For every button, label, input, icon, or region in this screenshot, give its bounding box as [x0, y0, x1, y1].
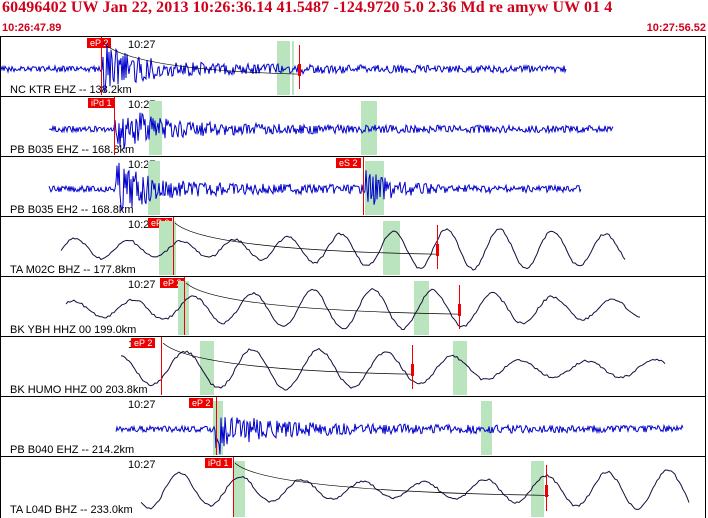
seismic-trace: [60, 222, 626, 271]
s-pick-handle[interactable]: [545, 484, 548, 497]
phase-pick-label[interactable]: iPd 1: [205, 458, 232, 468]
phase-pick-label[interactable]: eS 2: [336, 158, 361, 168]
seismic-trace: [1, 42, 567, 93]
predicted-curve: [174, 222, 438, 255]
predicted-curve: [162, 342, 413, 375]
trace-panel[interactable]: 10:27 eP 2 TA M02C BHZ -- 177.8km: [0, 216, 706, 276]
waveform-line: [115, 416, 684, 455]
waveform-line: [49, 112, 614, 150]
seismic-trace: [140, 462, 690, 511]
s-pick-handle[interactable]: [411, 364, 414, 376]
s-pick-handle[interactable]: [298, 64, 301, 76]
trace-label: TA L04D BHZ -- 233.0km: [10, 504, 133, 516]
pick-marker[interactable]: [114, 97, 115, 155]
time-end-label: 10:27:56.52: [646, 22, 706, 34]
time-tick-label: 10:27: [128, 279, 156, 291]
trace-label: TA M02C BHZ -- 177.8km: [10, 264, 136, 276]
trace-panel[interactable]: 10:27 eS 2 PB B035 EH2 -- 168.8km: [0, 156, 706, 216]
seismic-trace: [48, 162, 582, 211]
phase-window: [383, 221, 400, 275]
s-pick-handle[interactable]: [436, 244, 439, 256]
seismic-trace: [115, 416, 684, 455]
seismic-trace: [120, 342, 666, 391]
trace-label: BK YBH HHZ 00 199.0km: [10, 324, 137, 336]
phase-window: [159, 221, 176, 275]
time-tick-label: 10:27: [128, 399, 156, 411]
trace-panel[interactable]: 10:27 iPd 1 PB B035 EHZ -- 168.8km: [0, 96, 706, 156]
trace-panel[interactable]: 10:27 eP 2 BK HUMO HHZ 00 203.8km: [0, 336, 706, 396]
trace-panel[interactable]: 10:27 eP 2 PB B040 EHZ -- 214.2km: [0, 396, 706, 456]
predicted-curve: [185, 282, 462, 315]
phase-window: [233, 461, 245, 517]
phase-window: [213, 401, 223, 455]
phase-pick-label[interactable]: iPd 1: [88, 98, 115, 108]
phase-window: [414, 281, 429, 335]
trace-label: PB B035 EHZ -- 168.8km: [10, 144, 135, 156]
pick-marker[interactable]: [216, 397, 217, 455]
seismic-trace: [65, 282, 641, 330]
predicted-curve: [102, 42, 302, 75]
seismic-trace: [49, 112, 614, 150]
phase-pick-label[interactable]: eP 2: [189, 398, 214, 408]
phase-pick-label[interactable]: eP 2: [87, 38, 112, 48]
waveform-line: [48, 162, 582, 211]
s-pick-handle[interactable]: [458, 304, 461, 316]
waveform-line: [140, 469, 690, 511]
pick-marker[interactable]: [184, 277, 185, 335]
time-tick-label: 10:27: [128, 459, 156, 471]
event-title: 60496402 UW Jan 22, 2013 10:26:36.14 41.…: [2, 0, 613, 16]
trace-panel[interactable]: 10:27 eP 2 BK YBH HHZ 00 199.0km: [0, 276, 706, 336]
trace-label: PB B040 EHZ -- 214.2km: [10, 444, 135, 456]
phase-window: [277, 41, 290, 95]
seismogram-frame: 10:27 eP 2 NC KTR EHZ -- 138.2km 10:27 i…: [0, 36, 708, 518]
pick-marker[interactable]: [233, 457, 234, 517]
trace-label: BK HUMO HHZ 00 203.8km: [10, 384, 148, 396]
trace-label: PB B035 EH2 -- 168.8km: [10, 204, 134, 216]
phase-window: [531, 461, 544, 517]
phase-pick-label[interactable]: eP 2: [160, 278, 185, 288]
phase-pick-label[interactable]: eP 2: [131, 338, 156, 348]
time-tick-label: 10:27: [128, 99, 156, 111]
waveform-line: [65, 288, 641, 330]
phase-window: [481, 401, 492, 455]
time-start-label: 10:26:47.89: [2, 22, 62, 34]
pick-marker[interactable]: [363, 157, 364, 215]
phase-window: [361, 101, 377, 155]
phase-window: [200, 341, 214, 395]
pick-marker[interactable]: [173, 217, 174, 275]
phase-window: [453, 341, 467, 395]
trace-panel[interactable]: 10:27 iPd 1 TA L04D BHZ -- 233.0km: [0, 456, 706, 518]
predicted-curve: [234, 462, 550, 496]
waveform-line: [1, 43, 567, 93]
waveform-line: [60, 228, 626, 271]
pick-marker[interactable]: [101, 37, 102, 95]
pick-marker[interactable]: [161, 337, 162, 395]
trace-panel[interactable]: 10:27 eP 2 NC KTR EHZ -- 138.2km: [0, 36, 706, 96]
time-tick-label: 10:27: [128, 39, 156, 51]
phase-window: [178, 281, 189, 335]
header: 60496402 UW Jan 22, 2013 10:26:36.14 41.…: [0, 0, 708, 20]
waveform-line: [120, 347, 666, 391]
